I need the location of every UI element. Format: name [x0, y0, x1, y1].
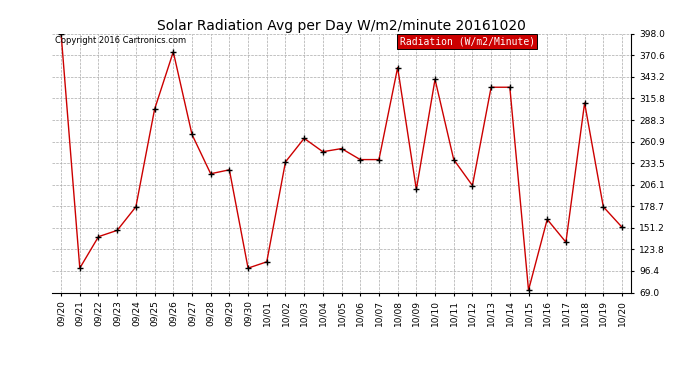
Title: Solar Radiation Avg per Day W/m2/minute 20161020: Solar Radiation Avg per Day W/m2/minute …: [157, 19, 526, 33]
Text: Copyright 2016 Cartronics.com: Copyright 2016 Cartronics.com: [55, 36, 186, 45]
Text: Radiation (W/m2/Minute): Radiation (W/m2/Minute): [400, 36, 535, 46]
